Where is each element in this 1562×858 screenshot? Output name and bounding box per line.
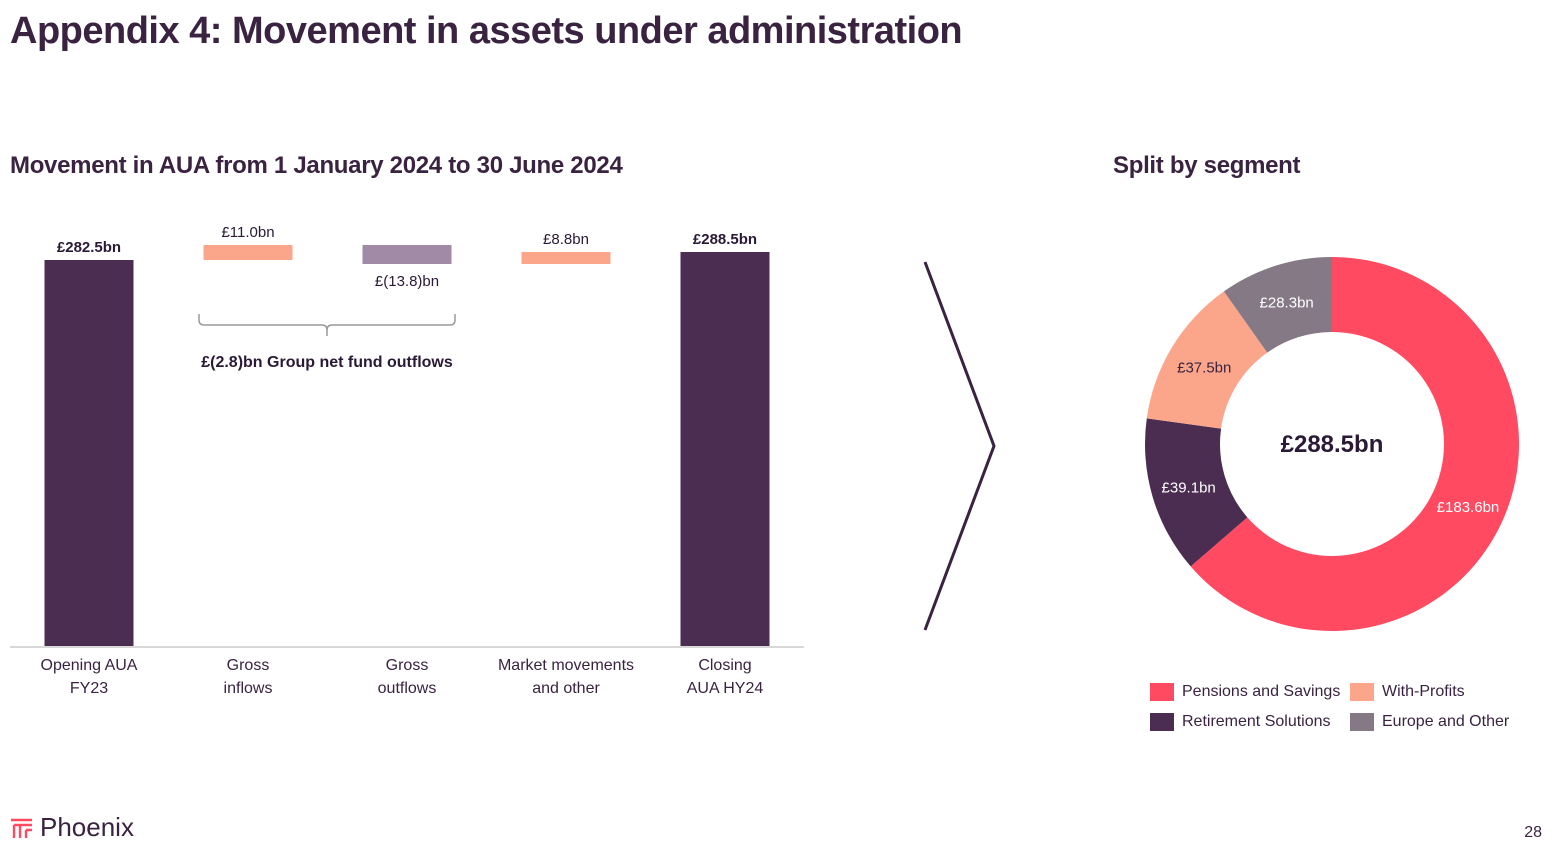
net-outflows-bracket [198,314,456,336]
legend-item: Europe and Other [1350,711,1550,733]
waterfall-bar [44,260,134,646]
phoenix-logo-text: Phoenix [40,812,134,842]
waterfall-bar [362,245,452,264]
phoenix-logo: Phoenix [10,812,134,843]
waterfall-category-label: inflows [224,680,273,697]
donut-value-label: £28.3bn [1260,295,1314,312]
waterfall-bar [680,252,770,646]
chevron-arrow-icon [923,261,996,631]
donut-slice [1145,418,1248,567]
donut-value-label: £183.6bn [1437,499,1500,516]
legend-swatch [1350,683,1374,701]
legend-label: With-Profits [1382,683,1465,700]
legend-swatch [1350,713,1374,731]
waterfall-category-label: Market movements [498,657,634,674]
donut-slice [1146,291,1268,429]
page-number: 28 [1524,824,1542,841]
waterfall-bar [521,252,611,264]
waterfall-category-label: Gross [386,657,429,674]
legend-label: Retirement Solutions [1182,713,1331,730]
donut-slice [1223,257,1332,353]
donut-center-total: £288.5bn [1281,431,1384,458]
legend-swatch [1150,683,1174,701]
donut-subtitle: Split by segment [1113,152,1301,179]
legend-item: With-Profits [1350,681,1550,703]
waterfall-chart: £282.5bn Opening AUA FY23 £11.0bn Gross inflo… [10,224,804,697]
phoenix-logo-icon [11,818,32,838]
waterfall-category-label: Closing [698,657,751,674]
donut-chart: £183.6bn £39.1bn £37.5bn £28.3bn [1145,257,1520,631]
waterfall-category-label: AUA HY24 [687,680,764,697]
donut-value-label: £37.5bn [1177,359,1231,376]
donut-slice [1190,257,1520,631]
waterfall-category-label: FY23 [70,680,108,697]
waterfall-subtitle: Movement in AUA from 1 January 2024 to 3… [10,152,623,179]
page-title: Appendix 4: Movement in assets under adm… [10,10,963,52]
waterfall-value-label: £282.5bn [57,239,121,256]
waterfall-value-label: £8.8bn [543,231,589,248]
waterfall-category-label: Gross [227,657,270,674]
donut-value-label: £39.1bn [1162,479,1216,496]
legend-item: Retirement Solutions [1150,711,1350,733]
waterfall-value-label: £(13.8)bn [375,273,439,290]
net-outflows-label: £(2.8)bn Group net fund outflows [201,354,453,371]
legend-swatch [1150,713,1174,731]
waterfall-bar [203,245,293,260]
legend-label: Europe and Other [1382,713,1510,730]
waterfall-category-label: and other [532,680,600,697]
legend-item: Pensions and Savings [1150,681,1350,703]
waterfall-category-label: outflows [378,680,437,697]
legend-label: Pensions and Savings [1182,683,1341,700]
donut-legend: Pensions and Savings With-Profits Retireme… [1150,681,1550,733]
waterfall-value-label: £11.0bn [221,224,274,241]
waterfall-category-label: Opening AUA [41,657,138,674]
waterfall-value-label: £288.5bn [693,231,757,248]
